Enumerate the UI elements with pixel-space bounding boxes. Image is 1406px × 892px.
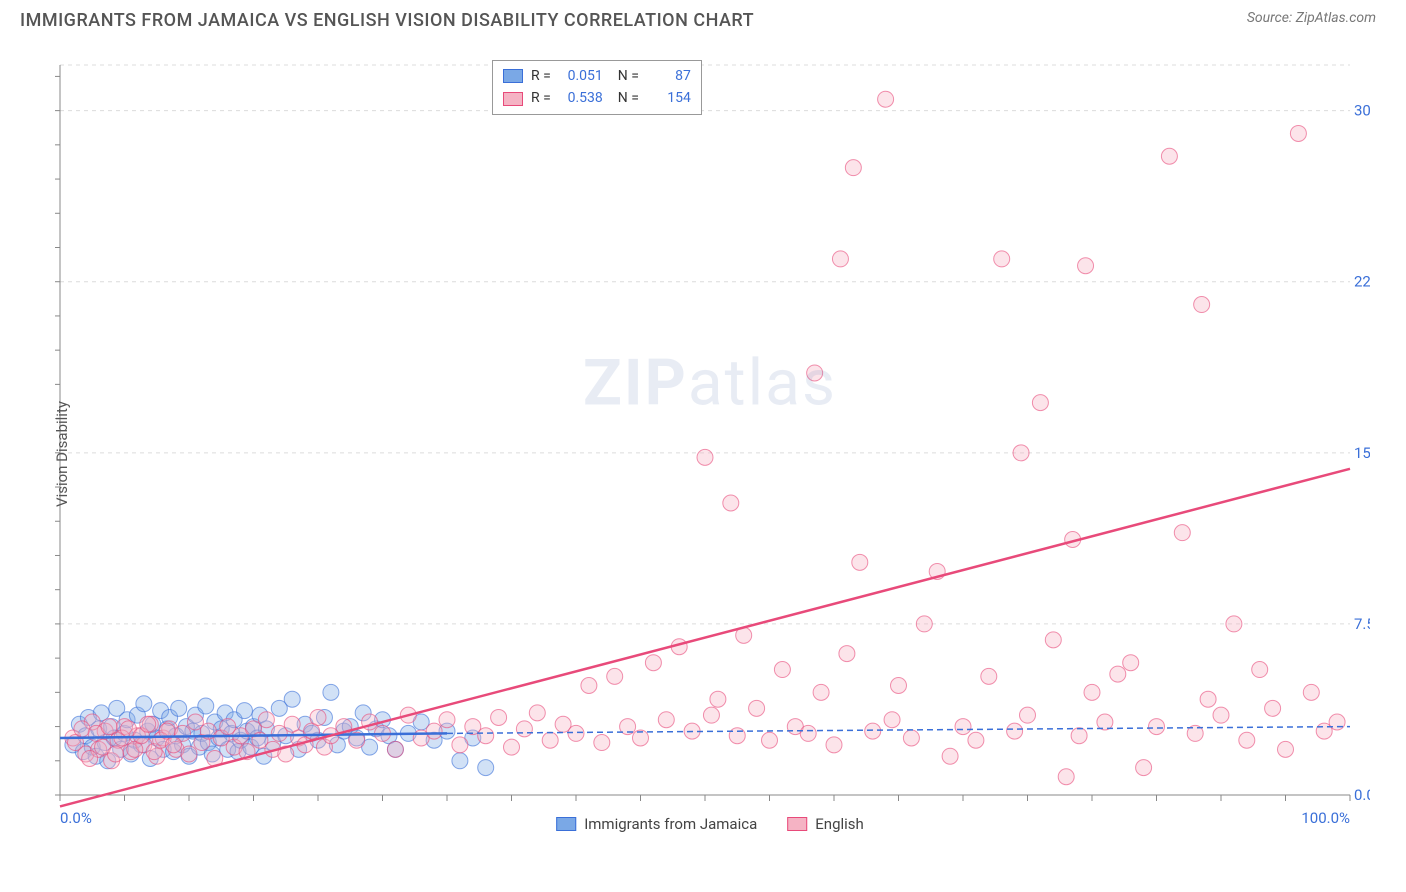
- legend-label: Immigrants from Jamaica: [584, 815, 757, 833]
- svg-text:0.0%: 0.0%: [60, 809, 92, 827]
- y-axis-label: Vision Disability: [53, 401, 71, 507]
- legend-row: R = 0.051 N = 87: [503, 65, 691, 87]
- svg-text:0.0%: 0.0%: [1354, 786, 1370, 804]
- legend-r-value: 0.051: [559, 65, 603, 87]
- legend-item: English: [787, 815, 864, 833]
- svg-text:30.0%: 30.0%: [1354, 102, 1370, 120]
- legend-label: English: [815, 815, 864, 833]
- legend-swatch: [787, 817, 807, 831]
- series-legend: Immigrants from Jamaica English: [556, 815, 864, 833]
- legend-swatch: [556, 817, 576, 831]
- legend-swatch: [503, 69, 523, 83]
- legend-r-label: R =: [531, 87, 551, 109]
- correlation-legend: R = 0.051 N = 87 R = 0.538 N = 154: [492, 60, 702, 115]
- svg-text:15.0%: 15.0%: [1354, 444, 1370, 462]
- legend-r-value: 0.538: [559, 87, 603, 109]
- svg-text:7.5%: 7.5%: [1354, 615, 1370, 633]
- scatter-chart: 0.0%7.5%15.0%22.5%30.0%0.0%100.0%: [50, 55, 1370, 835]
- legend-row: R = 0.538 N = 154: [503, 87, 691, 109]
- page-title: IMMIGRANTS FROM JAMAICA VS ENGLISH VISIO…: [20, 10, 754, 31]
- legend-r-label: R =: [531, 65, 551, 87]
- legend-item: Immigrants from Jamaica: [556, 815, 757, 833]
- source-label: Source: ZipAtlas.com: [1247, 10, 1376, 26]
- svg-text:22.5%: 22.5%: [1354, 273, 1370, 291]
- legend-n-value: 87: [647, 65, 691, 87]
- legend-n-value: 154: [647, 87, 691, 109]
- svg-text:100.0%: 100.0%: [1301, 809, 1350, 827]
- chart-container: Vision Disability ZIPatlas 0.0%7.5%15.0%…: [50, 55, 1370, 835]
- legend-n-label: N =: [611, 65, 639, 87]
- legend-swatch: [503, 92, 523, 106]
- legend-n-label: N =: [611, 87, 639, 109]
